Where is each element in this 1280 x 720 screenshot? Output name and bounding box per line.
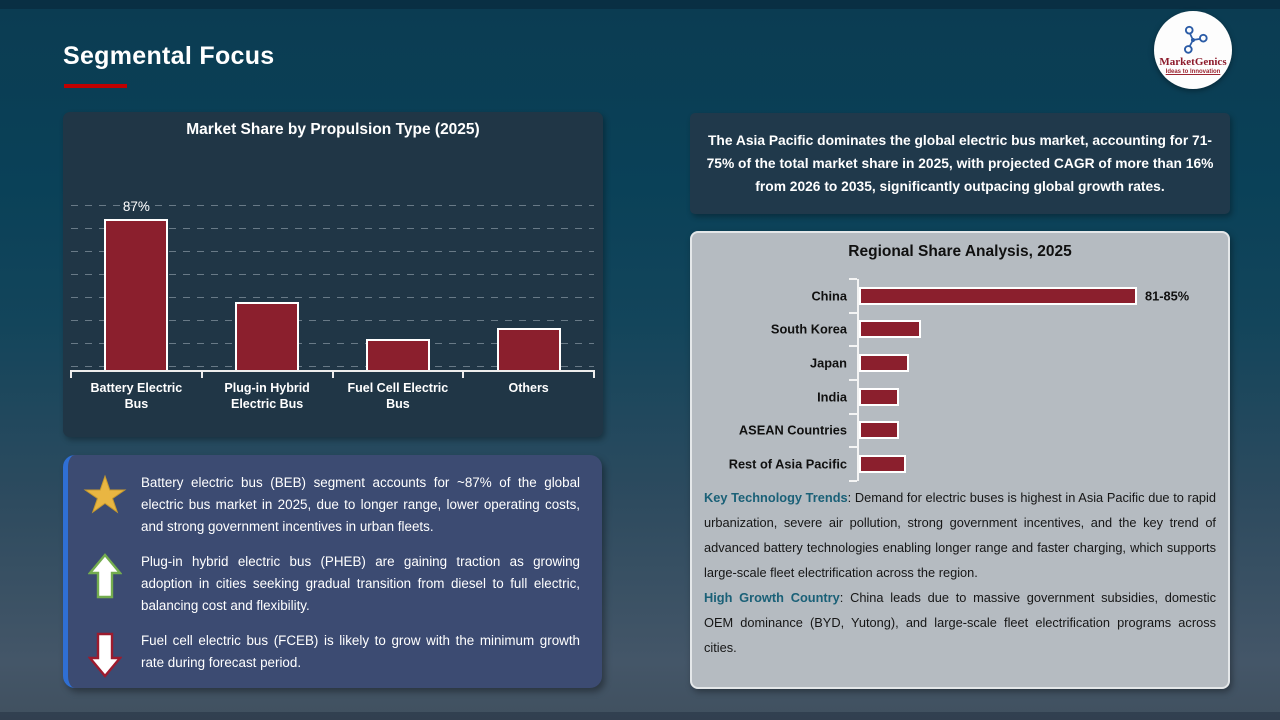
x-axis-tick xyxy=(332,370,334,378)
region-label: China xyxy=(811,288,847,304)
bottom-edge-strip xyxy=(0,712,1280,720)
high-growth-country-lead: High Growth Country xyxy=(704,590,840,605)
x-axis-tick xyxy=(201,370,203,378)
key-technology-trends-paragraph: Key Technology Trends: Demand for electr… xyxy=(704,485,1216,585)
category-label: Others xyxy=(508,381,549,395)
propulsion-plot: 87% xyxy=(70,190,595,378)
callout-text-beb: Battery electric bus (BEB) segment accou… xyxy=(141,475,580,534)
x-axis-tick xyxy=(593,370,595,378)
region-label: Rest of Asia Pacific xyxy=(728,456,847,472)
logo-tagline-text: Ideas to Innovation xyxy=(1165,69,1221,75)
propulsion-bar xyxy=(104,219,169,370)
category-label: Fuel Cell Electric Bus xyxy=(347,381,449,411)
molecule-icon xyxy=(1183,25,1208,54)
region-label: ASEAN Countries xyxy=(738,422,847,438)
propulsion-categories: Battery Electric Bus Plug-in Hybrid Elect… xyxy=(71,380,594,412)
region-label: South Korea xyxy=(770,321,847,337)
regional-bar xyxy=(859,455,906,474)
gridline xyxy=(71,297,594,298)
x-axis-tick xyxy=(70,370,72,378)
logo-brand-text: MarketGenics xyxy=(1159,56,1227,68)
high-growth-country-paragraph: High Growth Country: China leads due to … xyxy=(704,585,1216,660)
regional-row: South Korea xyxy=(692,313,1228,347)
callout-row-fceb: Fuel cell electric bus (FCEB) is likely … xyxy=(82,630,580,678)
title-underline xyxy=(64,84,127,88)
y-axis-tick xyxy=(849,413,857,415)
star-icon xyxy=(82,472,128,516)
up-arrow-icon xyxy=(82,551,128,599)
regional-rows: China 81-85% South Korea Japan India ASEAN Co… xyxy=(692,278,1228,482)
gridline xyxy=(71,274,594,275)
y-axis-tick xyxy=(849,480,857,482)
asia-pacific-highlight-box: The Asia Pacific dominates the global el… xyxy=(690,113,1230,214)
propulsion-chart-panel: Market Share by Propulsion Type (2025) 8… xyxy=(63,112,603,437)
gridline xyxy=(71,343,594,344)
y-axis-tick xyxy=(849,379,857,381)
x-axis-tick xyxy=(462,370,464,378)
y-axis-tick xyxy=(849,345,857,347)
propulsion-chart-title: Market Share by Propulsion Type (2025) xyxy=(186,121,480,138)
y-axis-tick xyxy=(849,446,857,448)
y-axis-line xyxy=(857,279,859,481)
top-edge-strip xyxy=(0,0,1280,9)
page-title: Segmental Focus xyxy=(63,42,275,70)
gridline xyxy=(71,228,594,229)
asia-pacific-highlight-text: The Asia Pacific dominates the global el… xyxy=(706,133,1214,194)
category-label: Plug-in Hybrid Electric Bus xyxy=(224,381,310,411)
regional-bar xyxy=(859,286,1137,305)
propulsion-bar-value: 87% xyxy=(122,198,150,214)
regional-row: India xyxy=(692,380,1228,414)
high-growth-country-body: : China leads due to massive government … xyxy=(704,590,1216,655)
gridline xyxy=(71,205,594,206)
regional-bar xyxy=(859,354,909,373)
key-technology-trends-lead: Key Technology Trends xyxy=(704,490,848,505)
regional-bar xyxy=(859,421,899,440)
regional-row: Japan xyxy=(692,346,1228,380)
gridline xyxy=(71,251,594,252)
regional-bar xyxy=(859,320,921,339)
regional-row: Rest of Asia Pacific xyxy=(692,447,1228,481)
marketgenics-logo: MarketGenics Ideas to Innovation xyxy=(1154,11,1232,89)
gridline xyxy=(71,366,594,367)
region-label: India xyxy=(817,389,847,405)
callout-row-pheb: Plug-in hybrid electric bus (PHEB) are g… xyxy=(82,551,580,617)
callout-text-fceb: Fuel cell electric bus (FCEB) is likely … xyxy=(141,633,580,670)
regional-bar-value: 81-85% xyxy=(1145,288,1190,304)
y-axis-tick xyxy=(849,312,857,314)
gridline xyxy=(71,320,594,321)
callout-row-beb: Battery electric bus (BEB) segment accou… xyxy=(82,472,580,538)
regional-analysis-panel: Regional Share Analysis, 2025 China 81-85… xyxy=(690,231,1230,689)
propulsion-bar xyxy=(496,328,561,370)
key-technology-trends-body: : Demand for electric buses is highest i… xyxy=(704,490,1217,580)
insights-section: Key Technology Trends: Demand for electr… xyxy=(704,485,1216,660)
down-arrow-icon xyxy=(82,630,128,678)
regional-row: China 81-85% xyxy=(692,279,1228,313)
regional-row: ASEAN Countries xyxy=(692,414,1228,448)
region-label: Japan xyxy=(810,355,847,371)
y-axis-tick xyxy=(849,278,857,280)
category-label: Battery Electric Bus xyxy=(90,381,183,411)
callout-text-pheb: Plug-in hybrid electric bus (PHEB) are g… xyxy=(141,554,580,613)
segment-callout-box: Battery electric bus (BEB) segment accou… xyxy=(63,455,602,688)
propulsion-bar xyxy=(365,339,430,370)
propulsion-bar xyxy=(235,302,300,370)
regional-chart-title: Regional Share Analysis, 2025 xyxy=(848,243,1072,260)
regional-bar xyxy=(859,387,899,406)
